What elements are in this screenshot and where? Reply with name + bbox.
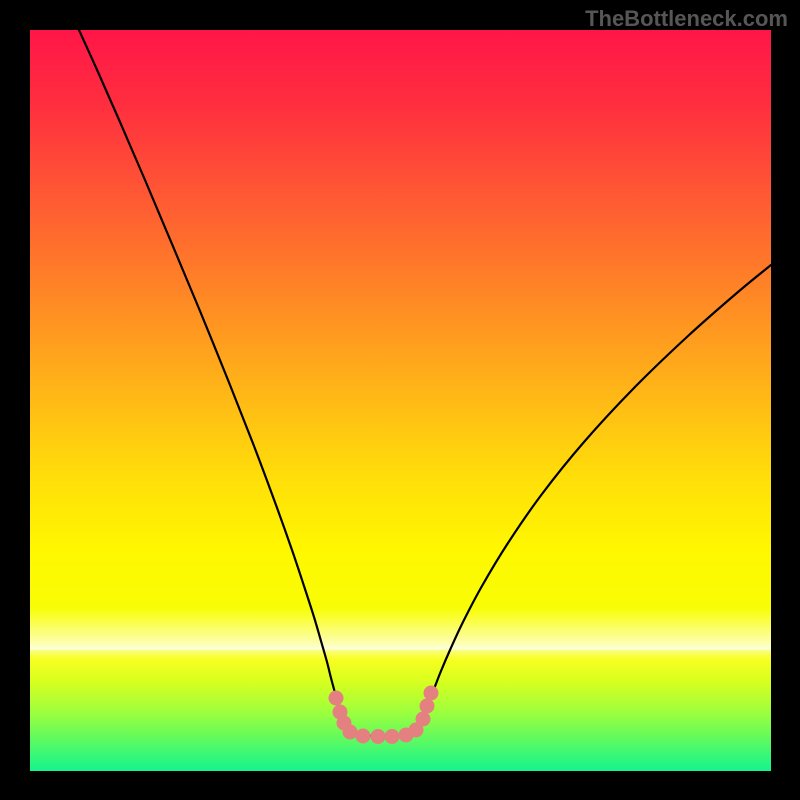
curve-marker xyxy=(416,712,431,727)
curve-marker xyxy=(329,691,344,706)
plot-area xyxy=(30,30,771,771)
curve-marker xyxy=(343,725,358,740)
curve-marker xyxy=(371,729,386,744)
bottleneck-chart-svg xyxy=(30,30,771,771)
curve-marker xyxy=(420,699,435,714)
chart-container: TheBottleneck.com xyxy=(0,0,800,800)
curve-marker xyxy=(385,729,400,744)
curve-marker xyxy=(356,729,371,744)
gradient-background xyxy=(30,30,771,771)
watermark-text: TheBottleneck.com xyxy=(585,6,788,32)
curve-marker xyxy=(424,686,439,701)
